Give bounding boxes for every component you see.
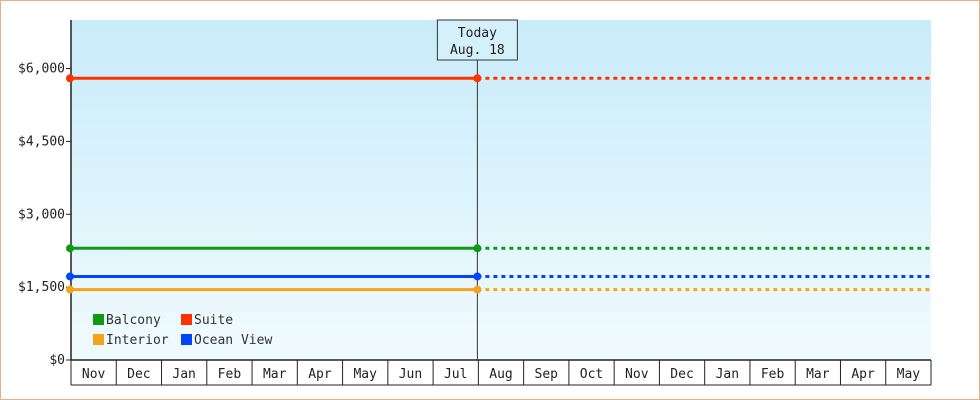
legend-label: Ocean View — [194, 333, 272, 348]
x-tick-label: May — [897, 367, 921, 382]
series-point — [66, 285, 74, 294]
today-box — [436, 19, 518, 61]
today-date: Aug. 18 — [450, 43, 505, 58]
y-axis: $0 $1,500 $3,000 $4,500 $6,000 — [18, 20, 72, 368]
x-tick-label: Mar — [263, 367, 287, 382]
x-tick-label: Jun — [399, 367, 422, 382]
x-tick-label: Dec — [670, 367, 693, 382]
plot-background — [71, 20, 931, 360]
legend-label: Interior — [106, 333, 169, 348]
y-tick-label: $3,000 — [18, 207, 65, 222]
y-tick-label: $4,500 — [18, 134, 65, 149]
series-point — [473, 285, 482, 294]
x-tick-label: Jan — [172, 367, 195, 382]
series-point — [473, 272, 482, 281]
x-tick-label: Dec — [127, 367, 150, 382]
y-tick-label: $6,000 — [18, 62, 65, 77]
x-tick-label: Apr — [851, 367, 875, 382]
x-tick-label: Mar — [806, 367, 830, 382]
legend-swatch — [181, 314, 192, 325]
legend-label: Balcony — [106, 313, 161, 328]
today-marker: Today Aug. 18 — [436, 19, 518, 360]
series-point — [473, 74, 482, 83]
x-tick-label: Nov — [82, 367, 106, 382]
legend: Balcony Suite Interior Ocean View — [93, 313, 272, 348]
legend-label: Suite — [194, 313, 233, 328]
y-tick-label: $0 — [49, 353, 65, 368]
legend-swatch — [181, 334, 192, 345]
series-point — [66, 74, 74, 83]
x-tick-label: Apr — [308, 367, 332, 382]
legend-swatch — [93, 314, 104, 325]
x-tick-label: May — [353, 367, 377, 382]
x-tick-label: Jan — [716, 367, 739, 382]
today-label: Today — [458, 26, 497, 41]
series-lines — [66, 74, 931, 294]
x-tick-label: Nov — [625, 367, 649, 382]
x-axis: Nov Dec Jan Feb Mar Apr May Jun Jul Aug Sep Oct Nov D… — [70, 359, 932, 386]
series-point — [66, 272, 74, 281]
x-tick-label: Aug — [489, 367, 512, 382]
legend-swatch — [93, 334, 104, 345]
y-tick-label: $1,500 — [18, 280, 65, 295]
x-tick-label: Jul — [444, 367, 467, 382]
x-tick-label: Feb — [218, 367, 242, 382]
series-point — [66, 244, 74, 253]
x-tick-label: Oct — [580, 367, 603, 382]
x-tick-label: Sep — [535, 367, 559, 382]
series-point — [473, 244, 482, 253]
x-tick-label: Feb — [761, 367, 785, 382]
